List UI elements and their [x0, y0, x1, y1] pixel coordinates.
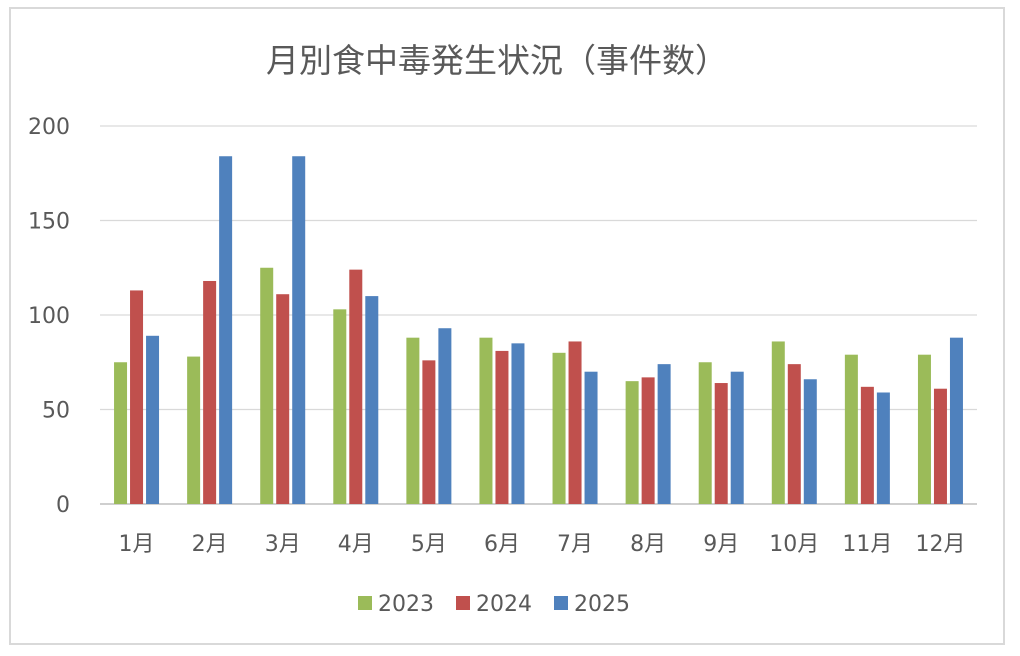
bar-2023-6 [479, 337, 493, 504]
bar-2024-3 [276, 294, 290, 504]
legend-swatch-2023 [358, 596, 372, 610]
bar-2023-1 [114, 362, 128, 504]
bar-2024-10 [787, 364, 801, 504]
bar-2025-8 [657, 364, 671, 504]
x-tick-label: 12月 [915, 532, 965, 557]
gridlines [100, 125, 977, 505]
bar-2025-2 [219, 156, 233, 505]
bar-2024-12 [933, 388, 947, 504]
x-tick-label: 8月 [630, 532, 666, 557]
bar-2023-3 [260, 267, 274, 504]
bar-2024-6 [495, 350, 509, 504]
bar-2025-10 [803, 379, 817, 504]
legend-swatch-2024 [456, 596, 470, 610]
bar-2025-1 [146, 335, 160, 504]
y-tick-label: 0 [56, 493, 70, 518]
x-tick-label: 10月 [769, 532, 819, 557]
y-tick-label: 150 [28, 210, 70, 235]
bar-2023-8 [625, 381, 639, 504]
x-tick-label: 4月 [338, 532, 374, 557]
x-tick-label: 3月 [265, 532, 301, 557]
y-tick-label: 50 [42, 399, 70, 424]
legend-swatch-2025 [554, 596, 568, 610]
bar-2024-2 [203, 280, 217, 504]
x-tick-label: 9月 [703, 532, 739, 557]
y-axis-ticks: 0 50 100 150 200 [28, 115, 70, 518]
x-tick-label: 5月 [411, 532, 447, 557]
x-axis-ticks: 1月 2月 3月 4月 5月 6月 7月 8月 9月 10月 11月 12月 [119, 532, 966, 557]
x-tick-label: 11月 [842, 532, 892, 557]
bar-2024-7 [568, 341, 582, 504]
x-tick-label: 6月 [484, 532, 520, 557]
bar-2024-4 [349, 269, 363, 504]
y-tick-label: 200 [28, 115, 70, 140]
chart-title: 月別食中毒発生状況（事件数） [266, 41, 728, 80]
bar-2023-4 [333, 309, 347, 504]
bars [114, 156, 963, 505]
x-tick-label: 1月 [119, 532, 155, 557]
bar-2023-5 [406, 337, 420, 504]
bar-2024-8 [641, 377, 655, 504]
bar-2025-12 [949, 337, 963, 504]
legend-label: 2025 [574, 592, 630, 617]
bar-2025-11 [876, 392, 890, 504]
bar-2025-3 [292, 156, 306, 505]
bar-2025-9 [730, 371, 744, 504]
legend-label: 2023 [378, 592, 434, 617]
legend: 2023 2024 2025 [358, 592, 630, 617]
bar-2025-7 [584, 371, 598, 504]
bar-2024-1 [130, 290, 144, 504]
bar-2023-9 [698, 362, 712, 504]
bar-2023-10 [771, 341, 785, 504]
legend-label: 2024 [476, 592, 532, 617]
bar-2023-12 [917, 354, 931, 504]
bar-2023-2 [187, 356, 201, 504]
y-tick-label: 100 [28, 304, 70, 329]
bar-2024-5 [422, 360, 436, 504]
x-tick-label: 7月 [557, 532, 593, 557]
bar-2024-9 [714, 383, 728, 504]
bar-2023-11 [844, 354, 858, 504]
bar-2025-4 [365, 296, 379, 504]
chart-frame [9, 7, 1005, 645]
bar-2024-11 [860, 386, 874, 504]
bar-2023-7 [552, 352, 566, 504]
bar-2025-6 [511, 343, 525, 504]
bar-2025-5 [438, 328, 452, 504]
x-tick-label: 2月 [192, 532, 228, 557]
